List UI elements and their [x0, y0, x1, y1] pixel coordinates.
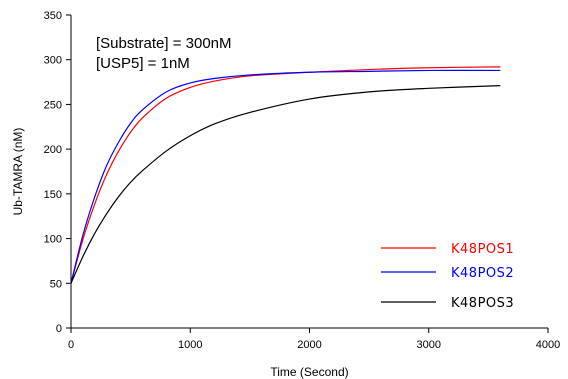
- y-tick-label: 0: [56, 323, 62, 335]
- legend-label: K48POS2: [451, 266, 514, 281]
- x-tick-label: 4000: [536, 339, 560, 351]
- annotation-text: [USP5] = 1nM: [96, 55, 190, 72]
- series-line-k48pos1: [70, 66, 501, 284]
- annotation-text: [Substrate] = 300nM: [96, 35, 232, 52]
- y-tick-label: 150: [44, 189, 62, 201]
- y-tick-label: 100: [44, 234, 62, 246]
- x-axis-title: Time (Second): [270, 365, 348, 379]
- y-tick-label: 350: [44, 10, 62, 22]
- y-tick-label: 300: [44, 55, 62, 67]
- annotation-layer: [Substrate] = 300nM [USP5] = 1nM: [96, 35, 232, 72]
- y-tick-label: 50: [50, 278, 62, 290]
- legend: K48POS1 K48POS2 K48POS3: [381, 242, 514, 311]
- series-line-k48pos3: [70, 85, 501, 284]
- y-axis-title: Ub-TAMRA (nM): [11, 128, 25, 216]
- legend-label: K48POS3: [451, 296, 514, 311]
- x-tick-label: 2000: [297, 339, 321, 351]
- axes: 0 50 100 150 200 250 300 350 0 1000 2000 3000 4000: [44, 10, 561, 351]
- x-tick-label: 1000: [178, 339, 202, 351]
- x-tick-label: 3000: [417, 339, 441, 351]
- series-layer: [70, 66, 501, 284]
- legend-label: K48POS1: [451, 242, 514, 257]
- series-line-k48pos2: [70, 69, 501, 284]
- y-tick-label: 200: [44, 144, 62, 156]
- y-tick-label: 250: [44, 99, 62, 111]
- x-tick-label: 0: [68, 339, 74, 351]
